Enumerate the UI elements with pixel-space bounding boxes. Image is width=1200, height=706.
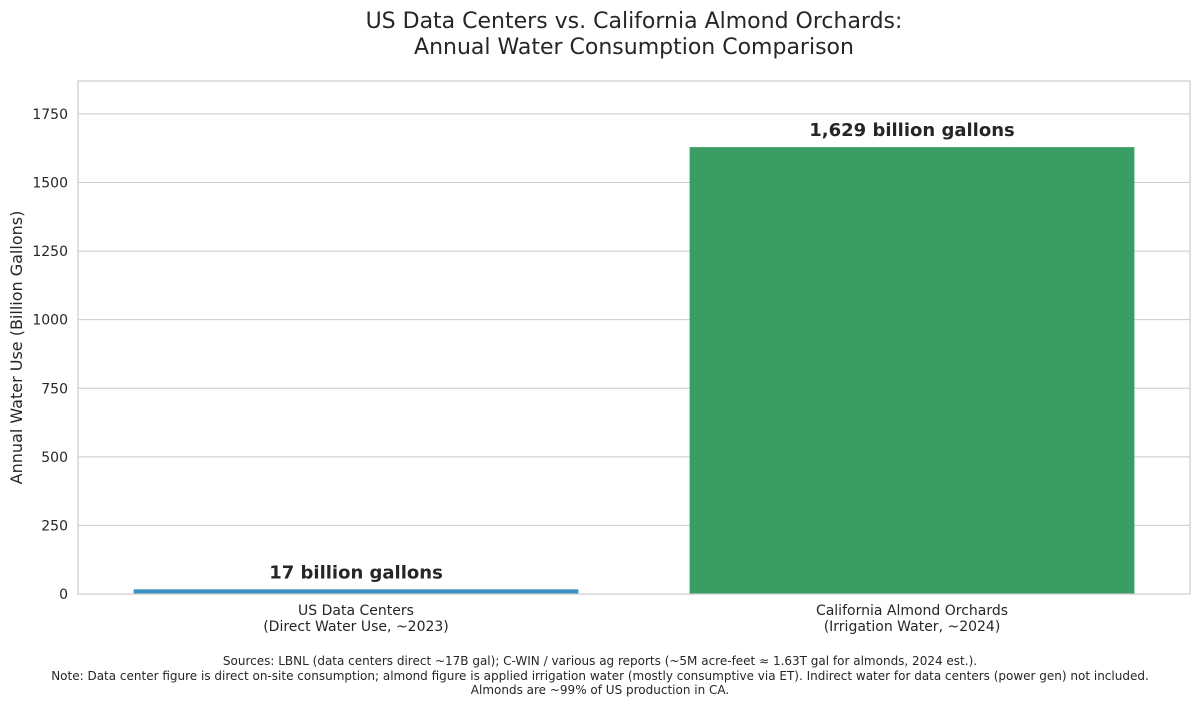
y-tick-labels: 0 250 500 750 1000 1250 1500 1750: [32, 107, 68, 603]
footnote-line-2: Note: Data center figure is direct on-si…: [51, 669, 1149, 683]
chart-title-line-1: US Data Centers vs. California Almond Or…: [366, 9, 903, 34]
y-tick-label: 0: [59, 587, 68, 603]
y-tick-label: 1250: [32, 244, 68, 260]
bar-value-label: 1,629 billion gallons: [809, 120, 1014, 141]
x-tick-label: (Direct Water Use, ~2023): [263, 619, 449, 635]
footnote-line-1: Sources: LBNL (data centers direct ~17B …: [223, 654, 977, 668]
bar: [133, 589, 579, 594]
y-tick-label: 1000: [32, 313, 68, 329]
bar: [689, 147, 1135, 595]
x-tick-label: California Almond Orchards: [816, 603, 1008, 619]
footnote-line-3: Almonds are ~99% of US production in CA.: [471, 683, 729, 697]
plot-frame: [77, 80, 1191, 595]
bar-value-labels: 17 billion gallons 1,629 billion gallons: [269, 120, 1015, 583]
y-tick-label: 250: [41, 518, 68, 534]
bar-value-label: 17 billion gallons: [269, 562, 443, 583]
y-tick-label: 750: [41, 381, 68, 397]
bars: [133, 147, 1135, 595]
y-tick-label: 1750: [32, 107, 68, 123]
y-tick-label: 1500: [32, 176, 68, 192]
x-tick-labels: US Data Centers(Direct Water Use, ~2023)…: [263, 603, 1008, 635]
y-tick-label: 500: [41, 450, 68, 466]
gridlines: [78, 113, 1190, 595]
x-tick-label: (Irrigation Water, ~2024): [824, 619, 1001, 635]
x-tick-label: US Data Centers: [298, 603, 414, 619]
y-axis-label: Annual Water Use (Billion Gallons): [7, 211, 26, 485]
chart-title-line-2: Annual Water Consumption Comparison: [414, 35, 854, 60]
